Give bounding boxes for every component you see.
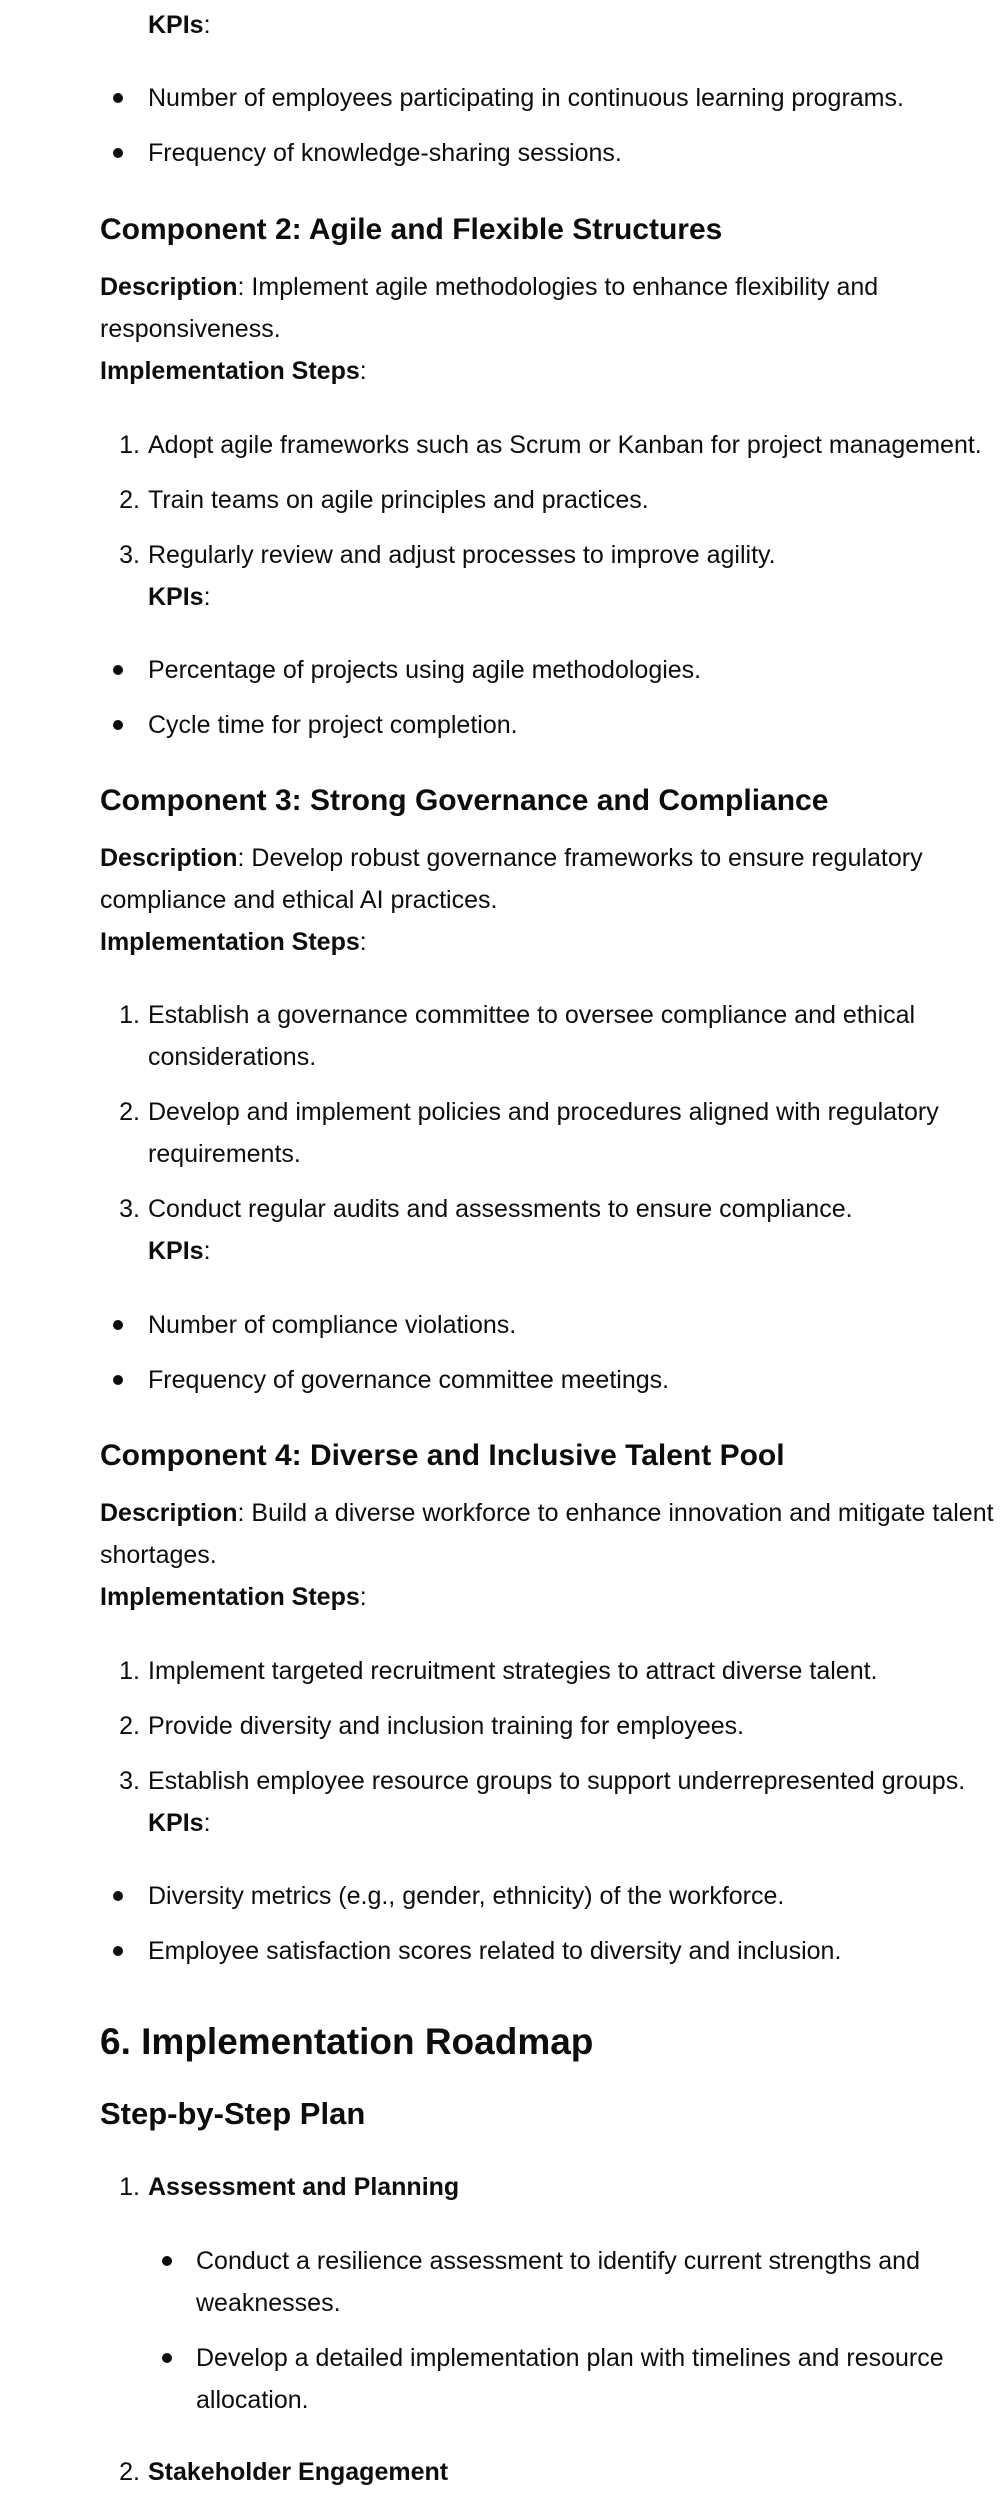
list-number: 1. <box>119 1001 140 1029</box>
list-item: Percentage of projects using agile metho… <box>148 656 702 684</box>
phase-title: Assessment and Planning <box>148 2173 460 2201</box>
bullet-icon <box>113 93 123 103</box>
section6-heading: 6. Implementation Roadmap <box>100 2021 594 2062</box>
list-item: Adopt agile frameworks such as Scrum or … <box>148 431 982 459</box>
list-item: Number of compliance violations. <box>148 1311 517 1339</box>
component3-description-cont: compliance and ethical AI practices. <box>100 886 498 914</box>
list-number: 3. <box>119 541 140 569</box>
kpis-label: KPIs: <box>148 11 211 39</box>
list-number: 2. <box>119 486 140 514</box>
bullet-icon <box>113 1320 123 1330</box>
list-number: 3. <box>119 1195 140 1223</box>
list-item: Develop a detailed implementation plan w… <box>196 2344 944 2372</box>
list-item: Regularly review and adjust processes to… <box>148 541 776 569</box>
list-item: Frequency of governance committee meetin… <box>148 1366 670 1394</box>
component3-heading: Component 3: Strong Governance and Compl… <box>100 784 829 817</box>
component4-steps-label: Implementation Steps: <box>100 1583 367 1611</box>
list-item: Train teams on agile principles and prac… <box>148 486 649 514</box>
list-item: Employee satisfaction scores related to … <box>148 1937 842 1965</box>
list-item: Establish employee resource groups to su… <box>148 1767 966 1795</box>
component3-steps-label: Implementation Steps: <box>100 928 367 956</box>
component2-description-cont: responsiveness. <box>100 315 281 343</box>
list-number: 2. <box>119 1712 140 1740</box>
list-item: Provide diversity and inclusion training… <box>148 1712 745 1740</box>
list-item: Implement targeted recruitment strategie… <box>148 1657 878 1685</box>
list-number: 1. <box>119 1657 140 1685</box>
list-number: 1. <box>119 2173 140 2201</box>
list-item: Establish a governance committee to over… <box>148 1001 916 1029</box>
component2-steps-label: Implementation Steps: <box>100 357 367 385</box>
list-item: Conduct regular audits and assessments t… <box>148 1195 853 1223</box>
list-item-cont: allocation. <box>196 2386 309 2414</box>
component3-description: Description: Develop robust governance f… <box>100 844 923 872</box>
list-number: 2. <box>119 1098 140 1126</box>
bullet-icon <box>113 1946 123 1956</box>
bullet-icon <box>113 720 123 730</box>
component2-heading: Component 2: Agile and Flexible Structur… <box>100 213 723 246</box>
list-item-cont: requirements. <box>148 1140 301 1168</box>
component4-description: Description: Build a diverse workforce t… <box>100 1499 994 1527</box>
list-item: Number of employees participating in con… <box>148 84 904 112</box>
kpis-label: KPIs: <box>148 1809 211 1837</box>
bullet-icon <box>113 1375 123 1385</box>
list-item: Cycle time for project completion. <box>148 711 518 739</box>
section6-subheading: Step-by-Step Plan <box>100 2096 366 2131</box>
bullet-icon <box>113 665 123 675</box>
list-item: Frequency of knowledge-sharing sessions. <box>148 139 622 167</box>
bullet-icon <box>162 2256 172 2266</box>
phase-title: Stakeholder Engagement <box>148 2458 449 2486</box>
component4-description-cont: shortages. <box>100 1541 217 1569</box>
kpis-label: KPIs: <box>148 583 211 611</box>
bullet-icon <box>162 2353 172 2363</box>
list-item-cont: considerations. <box>148 1043 317 1071</box>
list-number: 2. <box>119 2458 140 2486</box>
list-number: 3. <box>119 1767 140 1795</box>
list-item: Develop and implement policies and proce… <box>148 1098 939 1126</box>
list-item: Conduct a resilience assessment to ident… <box>196 2247 920 2275</box>
list-item-cont: weaknesses. <box>196 2289 341 2317</box>
bullet-icon <box>113 1891 123 1901</box>
kpis-label: KPIs: <box>148 1237 211 1265</box>
list-number: 1. <box>119 431 140 459</box>
component2-description: Description: Implement agile methodologi… <box>100 273 879 301</box>
bullet-icon <box>113 148 123 158</box>
list-item: Diversity metrics (e.g., gender, ethnici… <box>148 1882 785 1910</box>
component4-heading: Component 4: Diverse and Inclusive Talen… <box>100 1439 785 1472</box>
